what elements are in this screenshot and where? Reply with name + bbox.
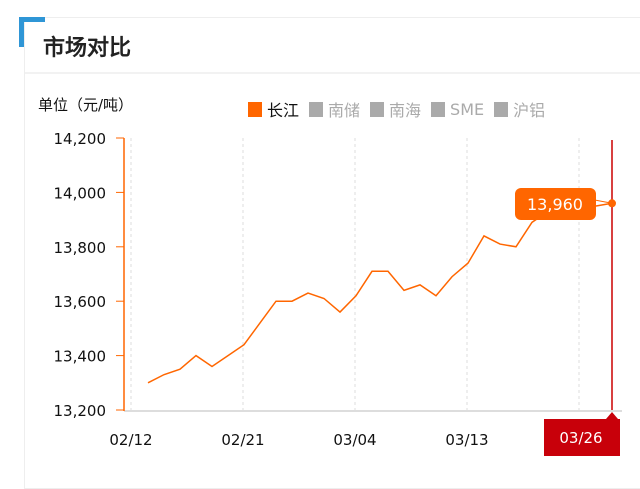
legend-swatch-icon <box>370 101 385 117</box>
date-tooltip <box>544 419 620 456</box>
legend-swatch-icon <box>309 101 324 117</box>
y-tick-label: 14,000 <box>54 184 107 202</box>
title-accent <box>19 17 24 47</box>
line-chart[interactable]: 02/12 02/21 03/04 03/13 13,200 13,400 13,600 13… <box>0 0 640 474</box>
y-tick-label: 13,200 <box>54 402 107 420</box>
legend-label: SME <box>450 99 485 119</box>
legend-label: 沪铝 <box>513 101 546 120</box>
legend-item[interactable]: 南海 <box>370 97 421 121</box>
y-tick-label: 13,400 <box>54 348 107 366</box>
section-title: 市场对比 <box>43 36 132 61</box>
divider <box>25 72 640 74</box>
x-tick-label: 03/04 <box>333 431 376 449</box>
tooltip-date: 03/26 <box>559 429 602 447</box>
x-tick-label: 02/12 <box>109 431 152 449</box>
legend-label: 南海 <box>389 101 422 120</box>
x-tick-label: 02/21 <box>221 431 264 449</box>
legend: 长江 南储 南海 SME 沪铝 <box>248 97 545 121</box>
tooltip-value: 13,960 <box>527 195 583 214</box>
legend-swatch-icon <box>494 101 509 117</box>
date-tooltip-pointer <box>606 412 618 419</box>
y-tick-label: 13,600 <box>54 293 107 311</box>
legend-swatch-icon <box>248 101 262 117</box>
legend-item[interactable]: 南储 <box>309 97 360 121</box>
legend-swatch-icon <box>431 101 446 117</box>
y-tick-label: 14,200 <box>54 130 107 148</box>
y-axis-unit: 单位（元/吨） <box>38 96 134 114</box>
legend-item[interactable]: 沪铝 <box>494 97 545 121</box>
legend-label: 南储 <box>328 101 361 120</box>
title-accent <box>19 17 45 22</box>
legend-item[interactable]: 长江 <box>248 97 299 121</box>
tooltip-connector <box>595 199 613 204</box>
value-tooltip <box>515 188 596 220</box>
legend-label: 长江 <box>267 101 300 120</box>
x-tick-label: 03/13 <box>445 431 488 449</box>
legend-item[interactable]: SME <box>431 97 484 121</box>
y-tick-label: 13,800 <box>54 239 107 257</box>
series-line-changjiang <box>147 202 613 384</box>
